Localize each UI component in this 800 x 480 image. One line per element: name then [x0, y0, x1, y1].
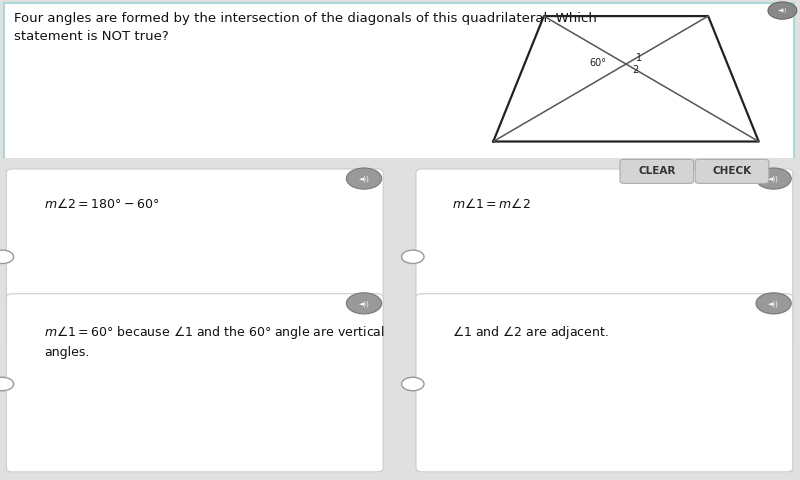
- Text: ◄)): ◄)): [358, 175, 370, 182]
- Text: 1: 1: [636, 53, 642, 63]
- Text: $m\angle2 = 180° - 60°$: $m\angle2 = 180° - 60°$: [44, 197, 159, 211]
- Circle shape: [402, 377, 424, 391]
- Text: 2: 2: [632, 65, 638, 75]
- FancyBboxPatch shape: [0, 158, 800, 172]
- FancyBboxPatch shape: [416, 294, 793, 472]
- Text: $\angle1$ and $\angle2$ are adjacent.: $\angle1$ and $\angle2$ are adjacent.: [452, 324, 609, 341]
- Text: ◄)): ◄)): [358, 300, 370, 307]
- Text: CLEAR: CLEAR: [638, 167, 675, 176]
- Circle shape: [0, 377, 14, 391]
- Circle shape: [346, 168, 382, 189]
- FancyBboxPatch shape: [6, 169, 383, 347]
- FancyBboxPatch shape: [620, 159, 694, 183]
- Text: ◄)): ◄)): [768, 300, 779, 307]
- Text: Four angles are formed by the intersection of the diagonals of this quadrilatera: Four angles are formed by the intersecti…: [14, 12, 598, 43]
- FancyBboxPatch shape: [4, 3, 794, 161]
- Text: ◄)): ◄)): [778, 8, 787, 13]
- Circle shape: [402, 250, 424, 264]
- FancyBboxPatch shape: [695, 159, 769, 183]
- Circle shape: [756, 293, 791, 314]
- Circle shape: [756, 168, 791, 189]
- FancyBboxPatch shape: [6, 294, 383, 472]
- Text: CHECK: CHECK: [713, 167, 751, 176]
- Text: $m\angle1 = m\angle2$: $m\angle1 = m\angle2$: [452, 197, 530, 211]
- Circle shape: [0, 250, 14, 264]
- Circle shape: [768, 2, 797, 19]
- FancyBboxPatch shape: [377, 161, 422, 480]
- Text: 60°: 60°: [589, 58, 606, 68]
- Circle shape: [346, 293, 382, 314]
- FancyBboxPatch shape: [416, 169, 793, 347]
- Text: ◄)): ◄)): [768, 175, 779, 182]
- Text: $m\angle1 = 60°$ because $\angle1$ and the $60°$ angle are vertical
angles.: $m\angle1 = 60°$ because $\angle1$ and t…: [44, 324, 385, 359]
